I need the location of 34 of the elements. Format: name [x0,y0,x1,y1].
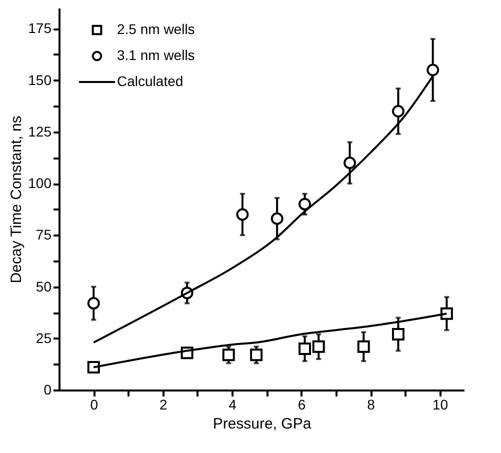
point [392,328,404,340]
legend-label: 2.5 nm wells [117,21,195,37]
legend-label: 3.1 nm wells [117,47,195,63]
y-tick-label: 50 [36,278,52,294]
point [298,342,312,355]
point [236,208,249,221]
point [87,361,100,374]
y-tick-label: 125 [28,123,52,140]
x-tick-label: 6 [298,396,306,412]
point [357,340,370,353]
x-tick-label: 4 [228,396,237,412]
x-tick-label: 2 [159,396,168,412]
point [87,297,100,310]
y-tick-label: 0 [44,382,52,398]
x-axis-title: Pressure, GPa [212,416,312,432]
legend-label: Calculated [117,73,184,89]
y-tick-label: 175 [28,20,52,36]
y-tick-label: 25 [36,330,52,346]
point [270,212,284,225]
point [440,307,453,320]
y-tick-label: 150 [28,72,52,88]
point [344,156,356,170]
x-tick-label: 8 [367,396,376,412]
point [298,198,312,210]
point [250,348,263,362]
point [392,105,404,118]
point [426,64,440,76]
y-tick-label: 100 [28,175,52,192]
x-tick-label: 10 [432,396,448,412]
point [222,348,235,362]
y-tick-label: 75 [36,226,52,243]
point [312,340,325,353]
x-tick-label: 0 [90,396,98,412]
y-axis-title: Decay Time Constant, ns [8,116,26,284]
